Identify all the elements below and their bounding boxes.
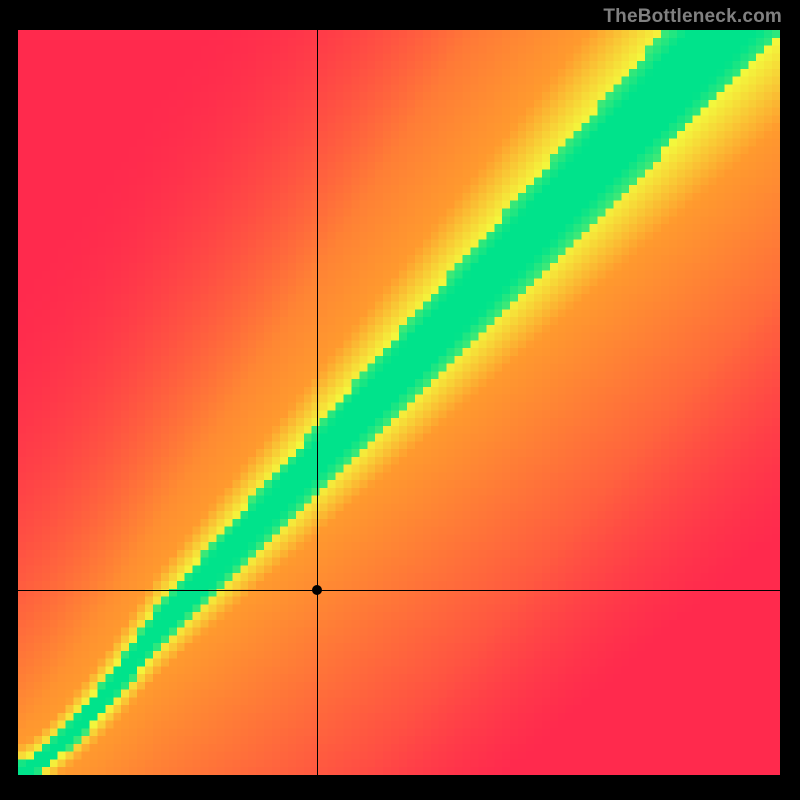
watermark-text: TheBottleneck.com bbox=[603, 6, 782, 28]
crosshair-horizontal bbox=[18, 590, 780, 591]
crosshair-vertical bbox=[317, 30, 318, 775]
marker-dot bbox=[312, 585, 322, 595]
heatmap-plot bbox=[18, 30, 780, 775]
heatmap-canvas bbox=[18, 30, 780, 775]
